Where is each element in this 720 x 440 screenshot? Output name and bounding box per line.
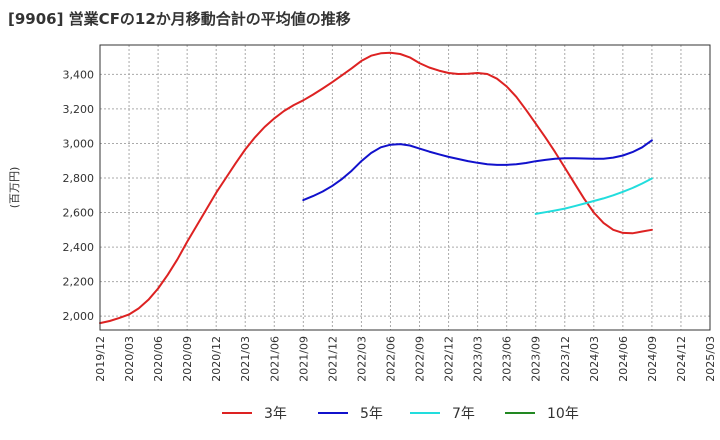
- y-tick-label: 3,200: [63, 103, 95, 116]
- y-tick-label: 2,800: [63, 172, 95, 185]
- series-line-1: [302, 139, 653, 202]
- x-tick-label: 2024/09: [646, 336, 659, 382]
- legend-label: 5年: [360, 406, 383, 422]
- axes: 2,000 2,200 2,400 2,600 2,800 3,000 3,200 3,400…: [8, 44, 717, 382]
- y-tick-label: 3,400: [63, 68, 95, 81]
- x-tick-label: 2022/09: [414, 336, 427, 382]
- x-tick-label: 2022/12: [443, 336, 456, 382]
- legend-label: 7年: [452, 406, 475, 422]
- y-tick-label: 2,400: [63, 241, 95, 254]
- x-tick-label: 2020/09: [181, 336, 194, 382]
- x-tick-label: 2021/06: [268, 336, 281, 382]
- legend: 3年 5年 7年 10年: [222, 406, 579, 422]
- y-tick-label: 2,000: [63, 310, 95, 323]
- y-tick-label: 3,000: [63, 137, 95, 150]
- x-tick-label: 2024/06: [617, 336, 630, 382]
- x-tick-label: 2024/03: [588, 336, 601, 382]
- series-line-2: [534, 177, 653, 215]
- grid: [99, 45, 711, 330]
- x-tick-label: 2020/03: [123, 336, 136, 382]
- y-tick-label: 2,200: [63, 276, 95, 289]
- x-tick-label: 2019/12: [94, 336, 107, 382]
- x-tick-label: 2021/12: [326, 336, 339, 382]
- legend-label: 3年: [264, 406, 287, 422]
- plot-area: [100, 45, 710, 330]
- y-tick-label: 2,600: [63, 207, 95, 220]
- series-layer: [99, 51, 653, 325]
- series-line-0: [99, 51, 653, 325]
- x-tick-label: 2025/03: [704, 336, 717, 382]
- x-tick-label: 2023/06: [501, 336, 514, 382]
- x-tick-label: 2023/03: [472, 336, 485, 382]
- plot-background: [100, 45, 710, 330]
- x-tick-label: 2020/06: [152, 336, 165, 382]
- y-axis-label: (百万円): [8, 167, 21, 209]
- x-tick-label: 2021/09: [297, 336, 310, 382]
- x-tick-label: 2022/06: [384, 336, 397, 382]
- x-tick-label: 2020/12: [210, 336, 223, 382]
- x-tick-label: 2024/12: [675, 336, 688, 382]
- legend-label: 10年: [547, 406, 579, 422]
- chart-title: [9906] 営業CFの12か月移動合計の平均値の推移: [8, 10, 351, 28]
- x-tick-label: 2023/12: [559, 336, 572, 382]
- x-tick-label: 2022/03: [355, 336, 368, 382]
- x-tick-label: 2023/09: [530, 336, 543, 382]
- plot-frame: [99, 44, 711, 331]
- x-tick-label: 2021/03: [239, 336, 252, 382]
